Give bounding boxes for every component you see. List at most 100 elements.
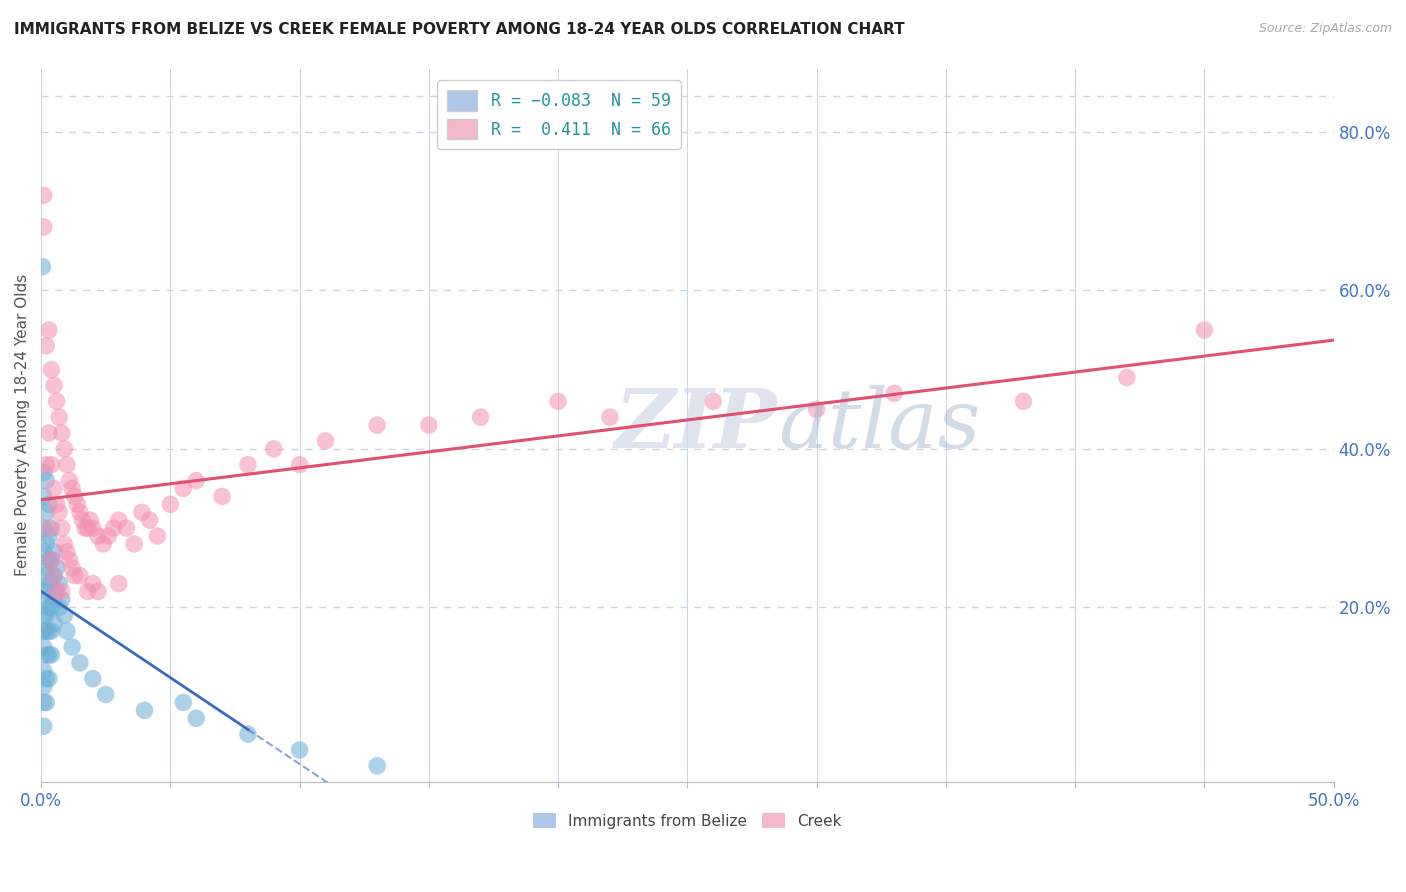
Point — [702, 394, 724, 409]
Point — [58, 474, 80, 488]
Point — [263, 442, 285, 456]
Point — [38, 323, 60, 337]
Point — [186, 474, 208, 488]
Point — [42, 545, 65, 559]
Text: Source: ZipAtlas.com: Source: ZipAtlas.com — [1258, 22, 1392, 36]
Point — [107, 513, 129, 527]
Point — [32, 188, 55, 202]
Point — [32, 545, 55, 559]
Text: atlas: atlas — [778, 385, 980, 465]
Point — [32, 695, 55, 709]
Point — [42, 482, 65, 496]
Point — [94, 688, 117, 702]
Point — [60, 482, 83, 496]
Point — [42, 568, 65, 582]
Point — [35, 608, 58, 623]
Y-axis label: Female Poverty Among 18-24 Year Olds: Female Poverty Among 18-24 Year Olds — [15, 274, 30, 576]
Point — [45, 394, 67, 409]
Point — [41, 553, 63, 567]
Point — [1194, 323, 1216, 337]
Point — [41, 624, 63, 639]
Point — [56, 545, 79, 559]
Point — [1012, 394, 1035, 409]
Point — [87, 584, 110, 599]
Point — [32, 466, 55, 480]
Point — [60, 640, 83, 654]
Point — [41, 648, 63, 662]
Point — [103, 521, 125, 535]
Point — [97, 529, 120, 543]
Point — [66, 497, 89, 511]
Point — [38, 425, 60, 440]
Point — [41, 458, 63, 472]
Point — [35, 560, 58, 574]
Point — [42, 378, 65, 392]
Point — [45, 497, 67, 511]
Point — [146, 529, 169, 543]
Point — [63, 490, 86, 504]
Point — [56, 624, 79, 639]
Point — [76, 521, 98, 535]
Point — [211, 490, 233, 504]
Point — [82, 521, 104, 535]
Point — [366, 759, 388, 773]
Point — [72, 513, 94, 527]
Point — [63, 568, 86, 582]
Point — [236, 727, 259, 741]
Point — [38, 576, 60, 591]
Point — [172, 695, 194, 709]
Point — [38, 529, 60, 543]
Point — [138, 513, 160, 527]
Point — [35, 537, 58, 551]
Point — [38, 648, 60, 662]
Point — [38, 553, 60, 567]
Point — [134, 703, 156, 717]
Point — [32, 219, 55, 234]
Point — [32, 568, 55, 582]
Point — [45, 560, 67, 574]
Point — [58, 553, 80, 567]
Point — [51, 425, 73, 440]
Point — [48, 576, 70, 591]
Text: IMMIGRANTS FROM BELIZE VS CREEK FEMALE POVERTY AMONG 18-24 YEAR OLDS CORRELATION: IMMIGRANTS FROM BELIZE VS CREEK FEMALE P… — [14, 22, 904, 37]
Point — [115, 521, 138, 535]
Point — [51, 521, 73, 535]
Point — [69, 568, 91, 582]
Point — [73, 521, 96, 535]
Point — [87, 529, 110, 543]
Point — [236, 458, 259, 472]
Point — [41, 553, 63, 567]
Point — [288, 458, 311, 472]
Point — [366, 418, 388, 433]
Point — [314, 434, 336, 448]
Point — [32, 490, 55, 504]
Point — [41, 521, 63, 535]
Point — [38, 624, 60, 639]
Point — [56, 458, 79, 472]
Point — [122, 537, 145, 551]
Point — [32, 680, 55, 694]
Point — [48, 505, 70, 519]
Point — [69, 656, 91, 670]
Point — [42, 568, 65, 582]
Point — [82, 672, 104, 686]
Point — [35, 624, 58, 639]
Point — [1115, 370, 1137, 384]
Point — [883, 386, 905, 401]
Point — [35, 505, 58, 519]
Point — [38, 521, 60, 535]
Point — [53, 537, 76, 551]
Point — [48, 600, 70, 615]
Point — [53, 608, 76, 623]
Legend: Immigrants from Belize, Creek: Immigrants from Belize, Creek — [527, 806, 848, 835]
Point — [35, 584, 58, 599]
Point — [32, 608, 55, 623]
Point — [91, 537, 114, 551]
Point — [35, 648, 58, 662]
Point — [79, 513, 101, 527]
Point — [32, 664, 55, 678]
Point — [32, 521, 55, 535]
Point — [32, 719, 55, 733]
Point — [38, 672, 60, 686]
Point — [186, 711, 208, 725]
